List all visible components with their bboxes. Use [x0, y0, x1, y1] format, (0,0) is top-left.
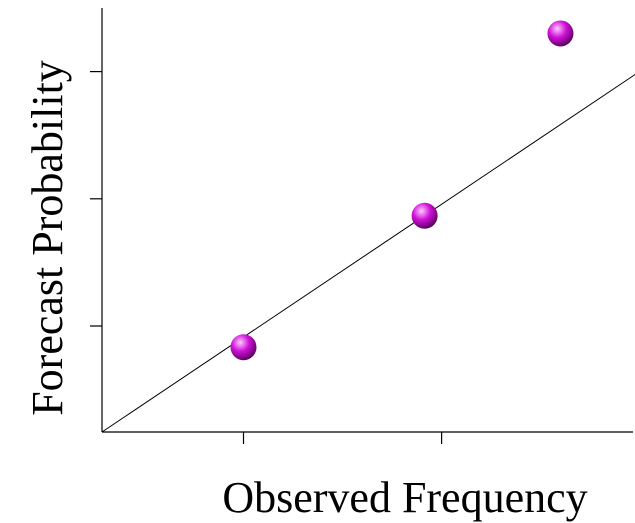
reference-line	[101, 73, 635, 433]
x-axis-label: Observed Frequency	[222, 473, 587, 522]
data-points	[230, 20, 574, 361]
data-point-3	[547, 20, 574, 47]
data-point-2	[411, 202, 438, 229]
data-point-1	[230, 334, 257, 361]
y-axis-label: Forecast Probability	[23, 60, 72, 416]
axes	[101, 8, 633, 433]
x-ticks	[242, 432, 443, 444]
y-ticks	[90, 70, 102, 327]
